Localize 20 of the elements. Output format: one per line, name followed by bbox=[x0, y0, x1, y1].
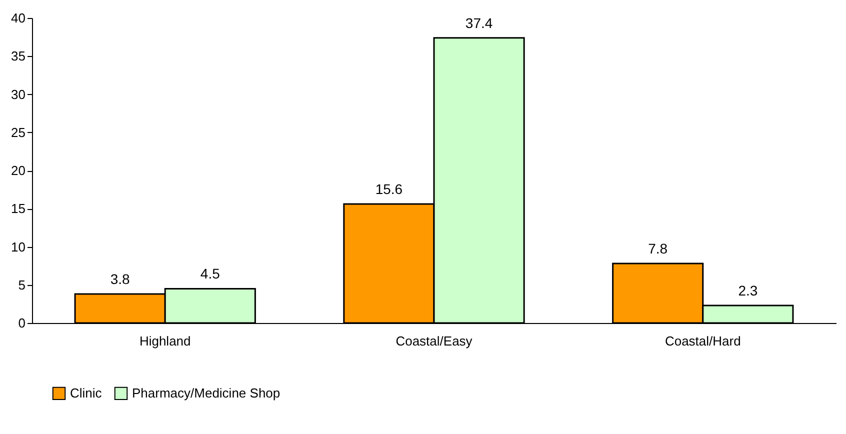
x-tick-label: Highland bbox=[139, 334, 191, 348]
legend-label: Clinic bbox=[70, 385, 102, 400]
data-label: 7.8 bbox=[648, 240, 668, 257]
y-tick-label: 30 bbox=[11, 86, 26, 102]
data-label: 15.6 bbox=[375, 181, 403, 198]
data-label: 37.4 bbox=[465, 14, 493, 31]
legend-label: Pharmacy/Medicine Shop bbox=[132, 385, 280, 400]
y-tick-label: 35 bbox=[11, 48, 26, 64]
y-tick-label: 40 bbox=[11, 10, 26, 26]
y-tick-label: 5 bbox=[18, 277, 26, 292]
y-tick-label: 20 bbox=[11, 163, 26, 178]
data-label: 4.5 bbox=[200, 266, 220, 282]
y-tick-label: 15 bbox=[11, 201, 26, 216]
x-tick-label: Coastal/Easy bbox=[396, 334, 473, 348]
y-tick-label: 25 bbox=[11, 124, 26, 140]
y-tick-label: 10 bbox=[11, 239, 26, 254]
x-tick-label: Coastal/Hard bbox=[664, 334, 741, 348]
data-label: 2.3 bbox=[738, 282, 758, 298]
y-tick-label: 0 bbox=[18, 316, 26, 330]
data-label: 3.8 bbox=[110, 271, 130, 288]
